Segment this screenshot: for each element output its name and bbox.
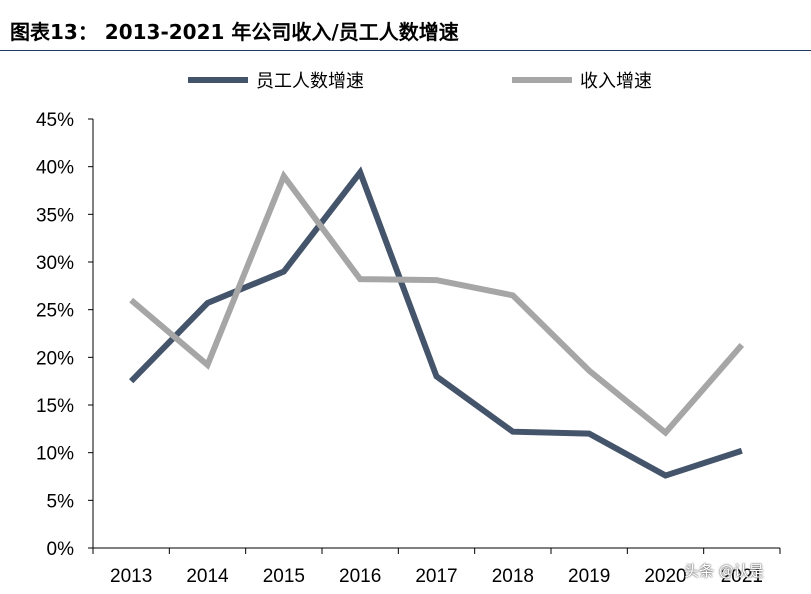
chart-axes bbox=[88, 118, 781, 554]
y-tick-label: 0% bbox=[47, 539, 75, 560]
y-tick-label: 30% bbox=[36, 253, 74, 274]
y-tick-label: 35% bbox=[36, 205, 74, 226]
title-bar: 图表13： 2013-2021 年公司收入/员工人数增速 bbox=[0, 0, 811, 52]
x-tick-label: 2021 bbox=[721, 566, 763, 587]
legend-label-2: 收入增速 bbox=[580, 71, 652, 92]
x-tick-label: 2013 bbox=[110, 566, 152, 587]
x-tick-label: 2017 bbox=[415, 566, 457, 587]
legend-label-1: 员工人数增速 bbox=[256, 71, 364, 92]
chart-legend: 员工人数增速 收入增速 bbox=[188, 71, 652, 92]
series-line-1 bbox=[129, 166, 743, 479]
x-tick-label: 2020 bbox=[644, 566, 686, 587]
x-tick-label: 2014 bbox=[186, 566, 229, 587]
y-tick-label: 20% bbox=[36, 348, 74, 369]
y-tick-label: 45% bbox=[36, 110, 74, 131]
x-tick-label: 2016 bbox=[339, 566, 381, 587]
title-divider bbox=[0, 50, 811, 51]
y-tick-label: 10% bbox=[36, 444, 74, 465]
x-tick-label: 2018 bbox=[492, 566, 534, 587]
chart-title: 图表13： 2013-2021 年公司收入/员工人数增速 bbox=[10, 20, 459, 44]
x-tick-label: 2015 bbox=[263, 566, 305, 587]
x-tick-label: 2019 bbox=[568, 566, 610, 587]
y-tick-label: 25% bbox=[36, 301, 74, 322]
chart-series bbox=[129, 166, 745, 479]
y-tick-label: 15% bbox=[36, 396, 74, 417]
watermark: 头条 @认是 bbox=[684, 562, 764, 580]
y-tick-label: 5% bbox=[47, 491, 75, 512]
tick-labels: 0% 5% 10% 15% 20% 25% 30% 35% 40% 45% 2013 2014 2015… bbox=[36, 110, 763, 587]
series-line-2 bbox=[129, 170, 745, 437]
y-tick-label: 40% bbox=[36, 158, 74, 179]
